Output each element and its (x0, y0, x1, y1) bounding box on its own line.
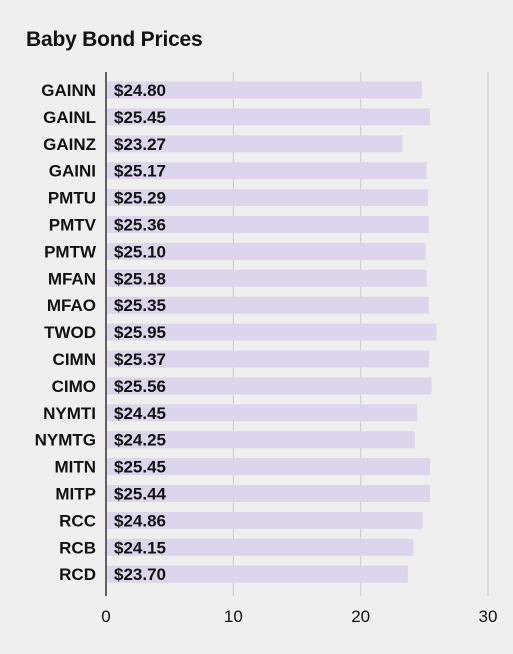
value-label-nymti: $24.45 (114, 404, 166, 423)
bar-twod (107, 323, 437, 341)
category-label-mfao: MFAO (47, 296, 96, 315)
bar-pmtv (107, 216, 429, 233)
value-label-gainz: $23.27 (114, 135, 166, 154)
value-label-mfan: $25.18 (114, 269, 166, 288)
value-label-cimo: $25.56 (114, 377, 166, 396)
value-label-rcc: $24.86 (114, 511, 166, 530)
category-label-cimo: CIMO (52, 377, 96, 396)
category-label-gainz: GAINZ (43, 135, 96, 154)
category-label-mfan: MFAN (48, 269, 96, 288)
bar-mfan (107, 269, 427, 287)
value-label-pmtv: $25.36 (114, 216, 166, 235)
bar-rcb (107, 538, 414, 556)
category-label-pmtw: PMTW (44, 242, 97, 261)
value-label-rcd: $23.70 (114, 565, 166, 584)
value-label-mitn: $25.45 (114, 458, 166, 477)
bar-gainn (107, 81, 422, 99)
x-tick-label-30: 30 (479, 607, 498, 626)
bar-nymti (107, 404, 418, 422)
value-label-mfao: $25.35 (114, 296, 166, 315)
bar-cimo (107, 377, 432, 395)
bar-gaini (107, 162, 427, 180)
category-label-rcc: RCC (59, 511, 96, 530)
value-label-gainn: $24.80 (114, 81, 166, 100)
category-label-gainn: GAINN (41, 81, 96, 100)
bar-mfao (107, 296, 429, 314)
x-tick-label-0: 0 (101, 607, 110, 626)
value-label-rcb: $24.15 (114, 538, 166, 557)
category-label-pmtv: PMTV (49, 216, 97, 235)
bar-rcd (107, 565, 408, 583)
category-label-rcd: RCD (59, 565, 96, 584)
category-label-nymtg: NYMTG (35, 431, 96, 450)
bar-cimn (107, 350, 430, 368)
value-label-gaini: $25.17 (114, 162, 166, 181)
category-label-twod: TWOD (44, 323, 96, 342)
bar-gainz (107, 135, 403, 153)
x-tick-label-10: 10 (224, 607, 243, 626)
category-label-mitp: MITP (55, 485, 96, 504)
value-label-nymtg: $24.25 (114, 431, 166, 450)
x-tick-labels: 0 10 20 30 (101, 607, 497, 626)
category-label-rcb: RCB (59, 538, 96, 557)
bar-pmtu (107, 189, 429, 207)
value-labels: $24.80 $25.45 $23.27 $25.17 $25.29 $25.36 $25.… (114, 81, 167, 584)
bar-nymtg (107, 431, 415, 449)
category-label-mitn: MITN (54, 458, 96, 477)
value-label-mitp: $25.44 (114, 485, 167, 504)
bar-mitp (107, 485, 430, 502)
bar-gainl (107, 108, 431, 126)
bar-rcc (107, 511, 423, 529)
bar-pmtw (107, 242, 426, 260)
x-tick-label-20: 20 (351, 607, 370, 626)
bars (107, 81, 437, 583)
category-label-pmtu: PMTU (48, 189, 96, 208)
bar-mitn (107, 458, 431, 476)
chart-title: Baby Bond Prices (26, 28, 203, 51)
category-label-gainl: GAINL (43, 108, 96, 127)
category-label-gaini: GAINI (49, 162, 96, 181)
category-labels: GAINN GAINL GAINZ GAINI PMTU PMTV PMTW MFAN MFAO… (35, 81, 97, 584)
value-label-gainl: $25.45 (114, 108, 166, 127)
value-label-pmtu: $25.29 (114, 189, 166, 208)
value-label-twod: $25.95 (114, 323, 166, 342)
value-label-cimn: $25.37 (114, 350, 166, 369)
value-label-pmtw: $25.10 (114, 242, 166, 261)
category-label-cimn: CIMN (53, 350, 96, 369)
category-label-nymti: NYMTI (43, 404, 96, 423)
